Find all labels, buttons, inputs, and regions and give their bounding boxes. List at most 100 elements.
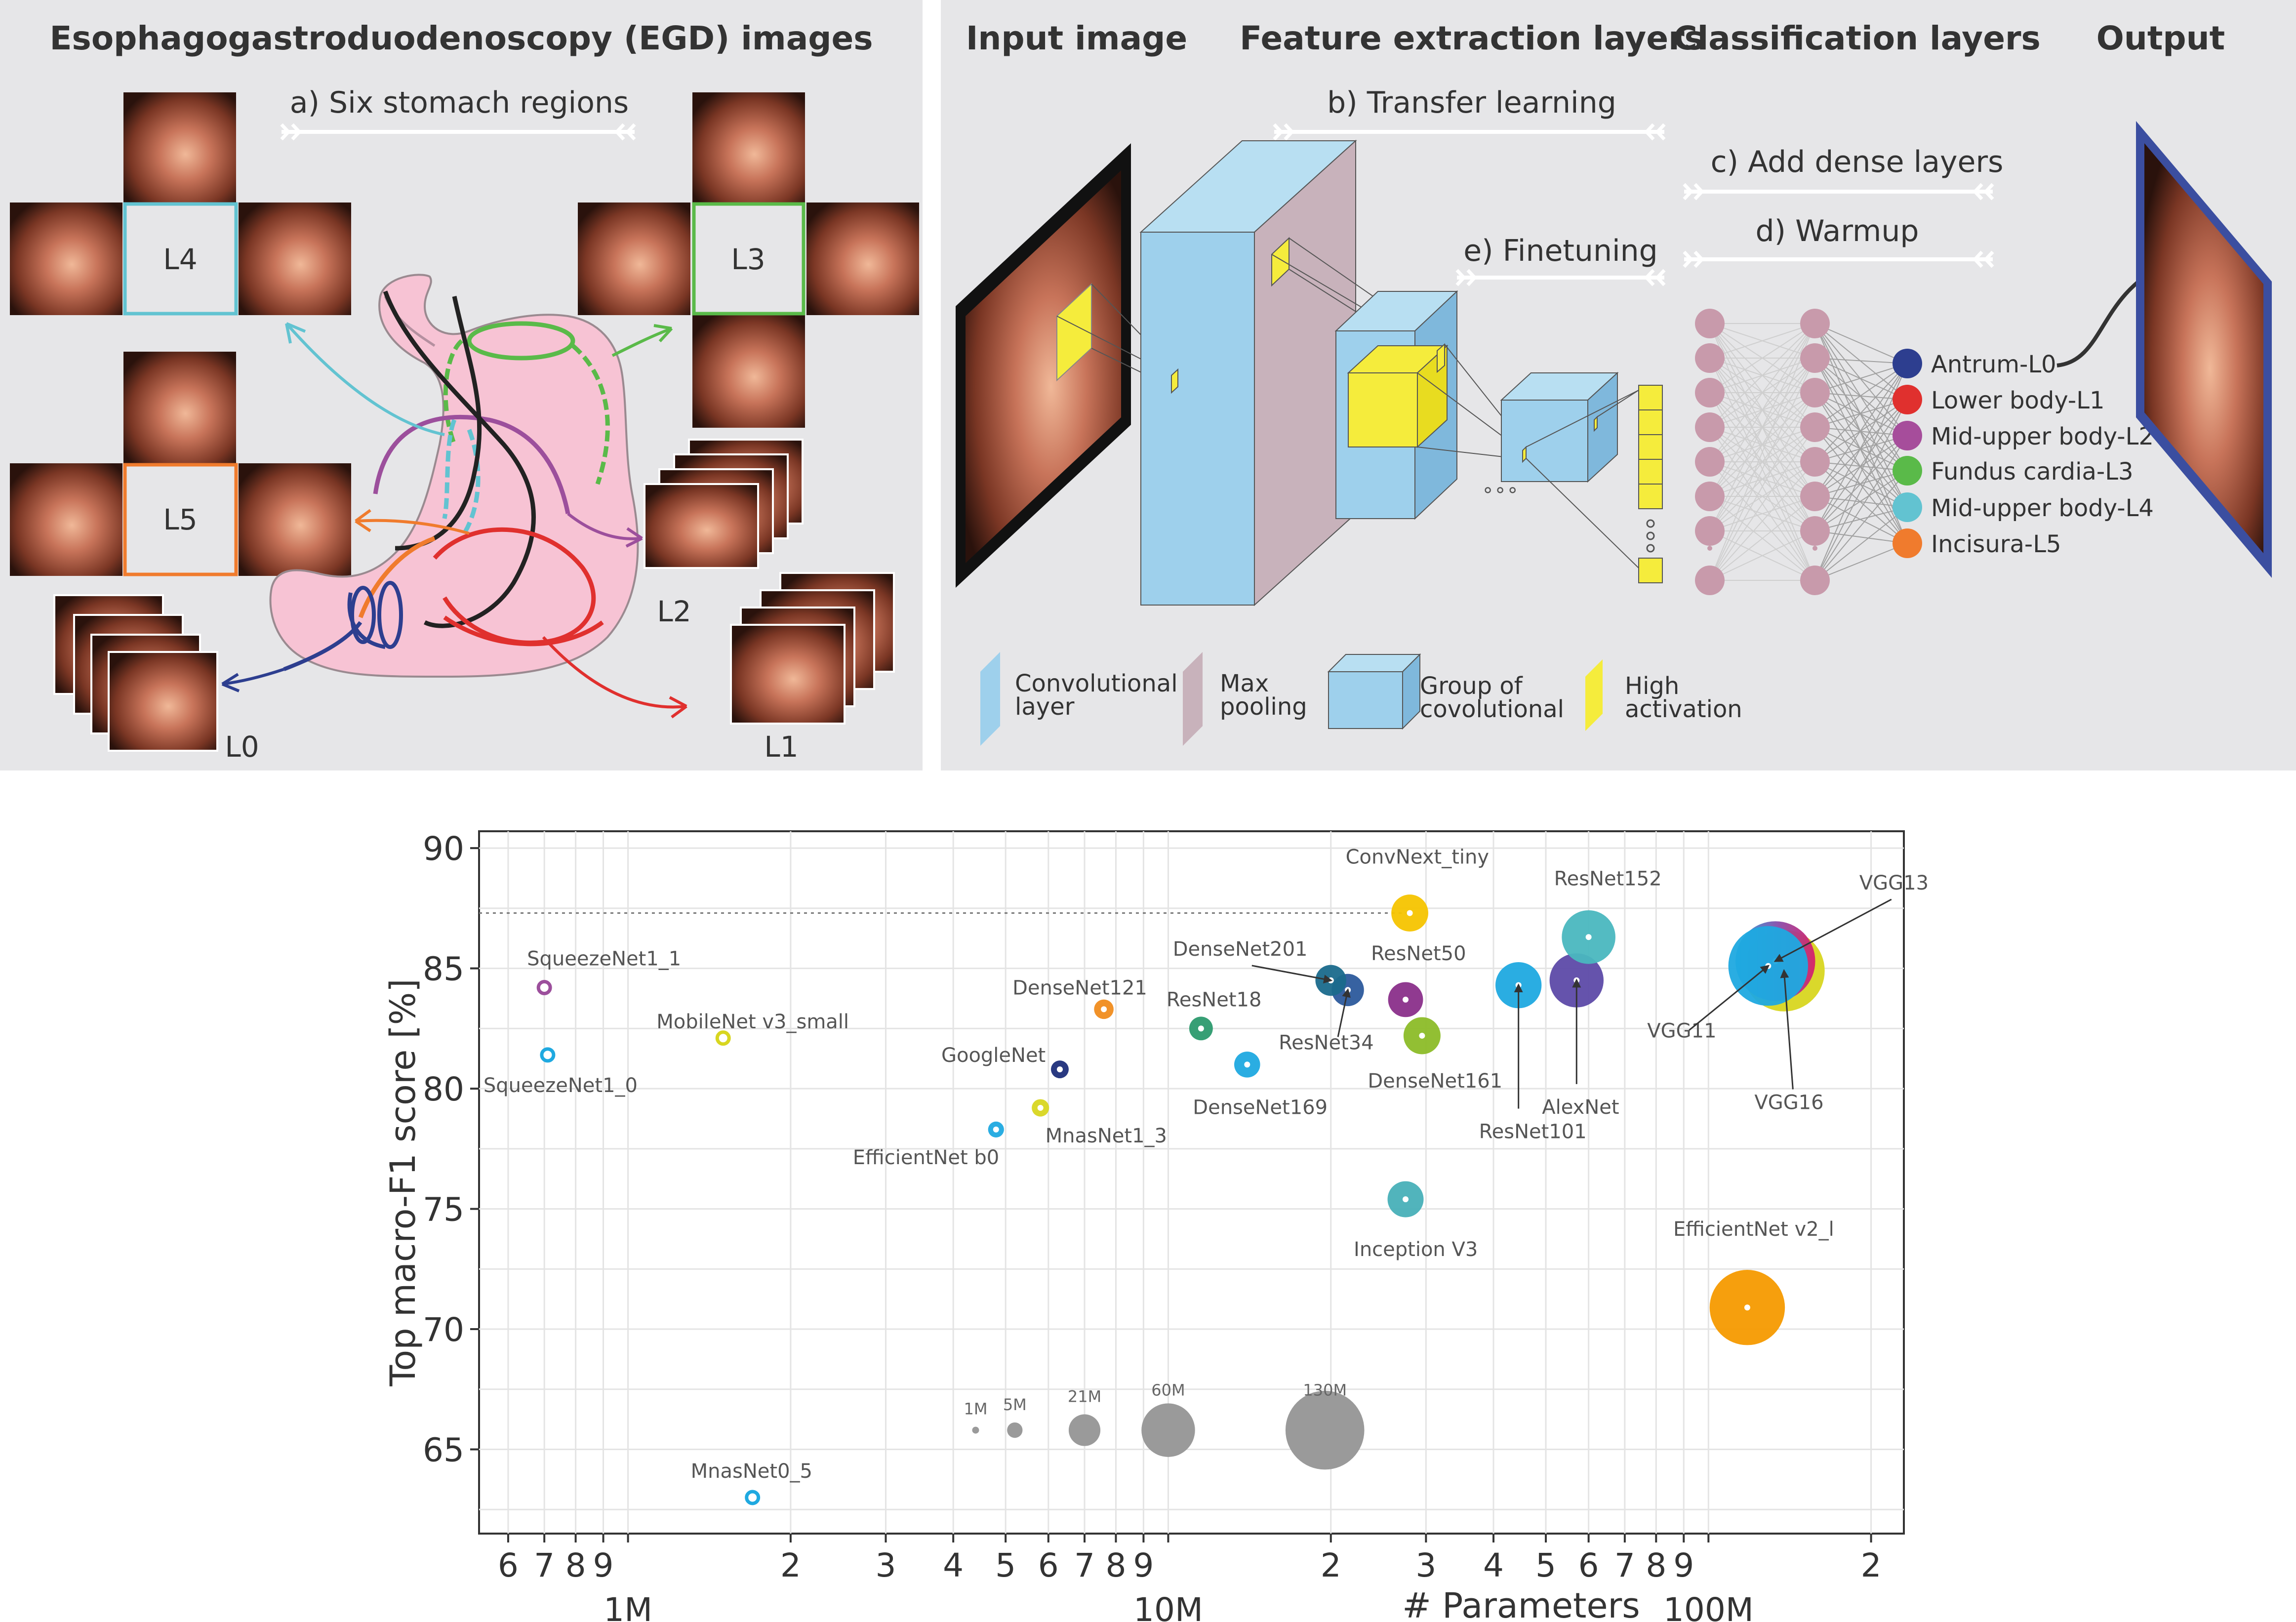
dense-connection [1709, 392, 1815, 581]
y-axis-label: Top macro-F1 score [%] [383, 978, 423, 1386]
bubble-label: MnasNet0_5 [691, 1460, 812, 1483]
output-connection [1814, 507, 1908, 531]
lesser-curvature-line [383, 290, 536, 628]
size-legend-bubble [972, 1426, 979, 1434]
output-connection [1814, 363, 1908, 462]
output-connection [1814, 392, 1908, 436]
dense-node [1800, 343, 1830, 373]
legend-group-line2: covolutional [1420, 695, 1564, 723]
output-connection [1814, 435, 1908, 531]
ellipsis-dot [1813, 538, 1817, 543]
output-connection [1814, 358, 1908, 400]
region-label-l2: L2 [657, 595, 691, 628]
activation-vector [1638, 385, 1663, 583]
region-label-l0: L0 [225, 730, 259, 764]
bubble-label: DenseNet161 [1368, 1070, 1502, 1093]
bubble-label: ResNet50 [1371, 942, 1466, 965]
step-finetuning: e) Finetuning [1463, 234, 1658, 268]
output-connection [1814, 323, 1908, 508]
bubble-label: SqueezeNet1_1 [527, 948, 681, 971]
x-tick-label: 9 [593, 1546, 614, 1584]
x-tick-label: 6 [1038, 1546, 1059, 1584]
legend-group-swatch [1327, 653, 1421, 730]
region-l2-stack: L2 [644, 439, 804, 628]
x-major-tick-label: 1M [604, 1591, 652, 1622]
legend-activation-swatch [1585, 659, 1603, 731]
output-connection [1814, 427, 1908, 544]
bubble-label: EfficientNet b0 [853, 1146, 999, 1169]
bubble-label: VGG11 [1647, 1020, 1716, 1043]
region-box-l4 [123, 202, 238, 316]
bubble-label: MnasNet1_3 [1046, 1125, 1167, 1147]
arrow-to-l1 [542, 636, 687, 709]
x-tick-label: 6 [498, 1546, 519, 1584]
stomach-outline [269, 274, 639, 678]
dense-connection [1709, 323, 1815, 393]
grid-lines [479, 831, 1904, 1534]
stomach-illustration [221, 274, 687, 719]
size-legend-label: 60M [1151, 1381, 1185, 1400]
region-label-l5: L5 [163, 503, 197, 536]
endoscopy-image [10, 463, 122, 576]
panel-left-subtitle: a) Six stomach regions [290, 85, 629, 120]
output-connection [1814, 461, 1908, 508]
arrow-to-l3 [611, 327, 673, 357]
dense-connection [1709, 427, 1815, 581]
bubble-center [1407, 910, 1413, 916]
bubble-center [1585, 934, 1592, 940]
arrow-to-l5 [355, 519, 470, 535]
class-dot [1893, 492, 1922, 522]
output-connection [1814, 363, 1908, 531]
dense-node [1695, 378, 1725, 407]
output-connection [1814, 323, 1908, 364]
y-tick-label: 65 [423, 1431, 464, 1469]
endoscopy-image [239, 203, 351, 315]
legend-activation-line1: High [1625, 672, 1679, 700]
bubble-label: ResNet152 [1554, 867, 1662, 890]
endoscopy-image [578, 203, 690, 315]
endoscopy-image [123, 352, 236, 464]
x-tick-label: 8 [1646, 1546, 1666, 1584]
dense-node [1800, 566, 1830, 595]
class-label: Mid-upper body-L2 [1931, 423, 2154, 450]
output-connection [1814, 363, 1908, 393]
dense-node [1695, 447, 1725, 477]
endoscopy-image [806, 203, 919, 315]
step-arrows: b) Transfer learning c) Add dense layers… [1273, 85, 2003, 286]
class-label: Mid-upper body-L4 [1931, 494, 2154, 522]
region-l3-images: L3 [578, 92, 919, 428]
output-connection [1814, 358, 1908, 508]
x-major-tick-label: 10M [1133, 1591, 1203, 1622]
ellipsis-dot [1813, 546, 1817, 551]
x-axis-ticks: 6 7 8 9 2 3 4 5 6 7 8 9 2 3 4 5 6 7 8 9 21M 10M 100M [498, 1534, 1882, 1622]
dense-connection [1709, 427, 1815, 531]
dense-node [1695, 482, 1725, 511]
size-legend-label: 1M [964, 1400, 987, 1419]
output-connection [1814, 363, 1908, 497]
input-image [956, 143, 1178, 588]
y-axis-ticks: 65 70 75 80 85 90 [423, 830, 479, 1469]
class-dot [1893, 456, 1922, 486]
output-connection [1814, 358, 1908, 364]
size-legend-bubble [1068, 1414, 1101, 1446]
endoscopy-image [239, 463, 351, 576]
dense-node [1695, 309, 1725, 338]
size-legend: 1M 5M 21M 60M 130M [964, 1381, 1365, 1470]
region-l5-images: L5 [10, 352, 351, 576]
size-legend-bubble [1141, 1403, 1195, 1457]
dense-connection [1709, 323, 1815, 497]
legend-group-line1: Group of [1420, 672, 1523, 700]
bubble-label: ResNet101 [1479, 1121, 1587, 1143]
bubble [540, 1047, 556, 1063]
x-axis-label: # Parameters [1402, 1585, 1640, 1622]
conv-layer-face [1140, 232, 1255, 606]
plot-area [478, 830, 1905, 1535]
class-label: Incisura-L5 [1931, 530, 2061, 558]
header-output: Output [2096, 19, 2225, 57]
bubble-label: DenseNet201 [1173, 938, 1308, 961]
bubble-center [1244, 1061, 1250, 1068]
bubble-labels: SqueezeNet1_1 SqueezeNet1_0 MobileNet v3_s… [483, 846, 1929, 1483]
output-connection [1814, 358, 1908, 436]
region-box-l5 [123, 463, 238, 576]
step-transfer-learning: b) Transfer learning [1327, 85, 1616, 120]
